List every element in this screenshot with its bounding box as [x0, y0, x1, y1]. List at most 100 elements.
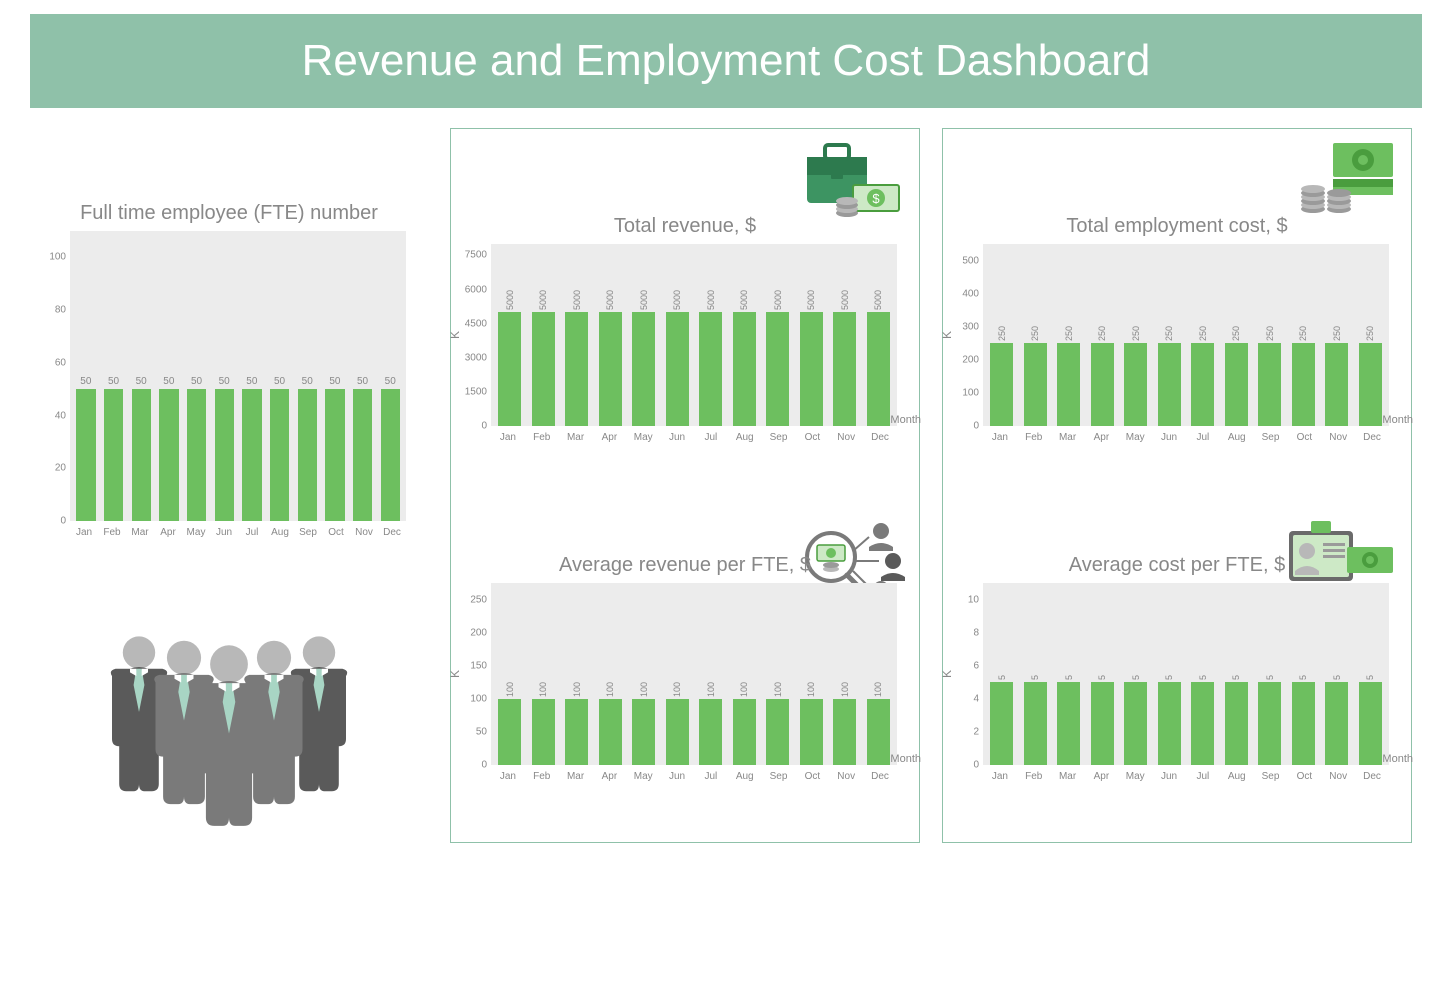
y-tick: 6: [973, 660, 979, 671]
bar-value-label: 5000: [538, 290, 548, 310]
x-tick: Jul: [694, 428, 728, 454]
x-tick: Nov: [1321, 767, 1355, 793]
bar: [187, 389, 206, 521]
x-tick: Jul: [238, 523, 266, 549]
bar-slot: 50: [72, 231, 100, 521]
bar-value-label: 5000: [672, 290, 682, 310]
bar-value-label: 5: [1064, 675, 1074, 680]
bar: [800, 312, 823, 426]
bar-slot: 5: [1287, 583, 1321, 765]
bar-slot: 100: [694, 583, 728, 765]
bar-slot: 100: [728, 583, 762, 765]
x-tick: Nov: [829, 428, 863, 454]
bar-slot: 5: [985, 583, 1019, 765]
bar-slot: 5: [1220, 583, 1254, 765]
bar-slot: 5: [1153, 583, 1187, 765]
bar-value-label: 250: [1332, 326, 1342, 341]
bar: [1091, 682, 1114, 765]
x-tick: Mar: [559, 767, 593, 793]
bar-slot: 50: [238, 231, 266, 521]
x-tick: Mar: [559, 428, 593, 454]
bar-value-label: 5: [1332, 675, 1342, 680]
bar: [1191, 343, 1214, 426]
x-tick: Jan: [491, 767, 525, 793]
x-tick: Aug: [266, 523, 294, 549]
bars-container: 505050505050505050505050: [70, 231, 406, 521]
x-tick: Jan: [983, 428, 1017, 454]
bar: [1225, 682, 1248, 765]
bar-value-label: 50: [219, 376, 230, 387]
bar-value-label: 100: [840, 682, 850, 697]
bar-value-label: 250: [1131, 326, 1141, 341]
revenue-chart: Total revenue, $015003000450060007500K50…: [451, 205, 919, 458]
y-tick: 1500: [465, 386, 487, 397]
bar-value-label: 5000: [706, 290, 716, 310]
y-tick: 80: [55, 305, 66, 316]
x-tick: Sep: [1254, 428, 1288, 454]
bar-slot: 5000: [661, 244, 695, 426]
bars-container: 555555555555: [983, 583, 1389, 765]
y-tick: 250: [470, 594, 487, 605]
bar-value-label: 50: [385, 376, 396, 387]
x-axis: JanFebMarAprMayJunJulAugSepOctNovDec: [491, 428, 897, 454]
bar: [699, 312, 722, 426]
y-tick: 50: [476, 726, 487, 737]
bar-slot: 250: [1253, 244, 1287, 426]
fte-chart: Full time employee (FTE) number020406080…: [30, 192, 428, 553]
avg-cost-chart: Average cost per FTE, $0246810K555555555…: [943, 544, 1411, 797]
bar: [990, 343, 1013, 426]
chart-title: Average cost per FTE, $: [953, 554, 1401, 577]
x-tick: Mar: [1051, 428, 1085, 454]
bar-value-label: 50: [80, 376, 91, 387]
x-tick: Oct: [795, 767, 829, 793]
y-tick: 3000: [465, 352, 487, 363]
bar-value-label: 250: [1265, 326, 1275, 341]
bar-value-label: 5: [1365, 675, 1375, 680]
bar-value-label: 5: [1164, 675, 1174, 680]
y-axis: 020406080100: [40, 231, 68, 521]
bar: [215, 389, 234, 521]
y-axis-label: K: [448, 331, 462, 339]
bar-value-label: 250: [997, 326, 1007, 341]
bar-slot: 100: [560, 583, 594, 765]
y-tick: 100: [962, 387, 979, 398]
x-axis: JanFebMarAprMayJunJulAugSepOctNovDec: [70, 523, 406, 549]
y-axis: 015003000450060007500K: [461, 244, 489, 426]
bar: [766, 312, 789, 426]
bar-value-label: 50: [357, 376, 368, 387]
bar-slot: 5: [1354, 583, 1388, 765]
bar-slot: 5000: [728, 244, 762, 426]
y-axis: 0246810K: [953, 583, 981, 765]
chart-title: Total revenue, $: [461, 215, 909, 238]
bar-slot: 250: [1220, 244, 1254, 426]
x-tick: Jun: [210, 523, 238, 549]
bar-value-label: 100: [572, 682, 582, 697]
bar-value-label: 50: [246, 376, 257, 387]
x-tick: Dec: [863, 428, 897, 454]
bar-value-label: 50: [274, 376, 285, 387]
bar: [733, 312, 756, 426]
bar-slot: 5000: [795, 244, 829, 426]
y-tick: 100: [49, 252, 66, 263]
middle-column: $ Total revenue, $015003000450060007500K…: [450, 128, 920, 843]
y-axis: 0100200300400500K: [953, 244, 981, 426]
bar: [867, 699, 890, 765]
y-tick: 4: [973, 693, 979, 704]
bar-slot: 5: [1253, 583, 1287, 765]
bar: [766, 699, 789, 765]
bar-slot: 50: [266, 231, 294, 521]
x-tick: Apr: [154, 523, 182, 549]
bar-slot: 100: [761, 583, 795, 765]
bar-slot: 100: [828, 583, 862, 765]
bar-slot: 250: [1320, 244, 1354, 426]
bar: [242, 389, 261, 521]
left-column: Full time employee (FTE) number020406080…: [30, 128, 428, 843]
x-tick: Jun: [1152, 767, 1186, 793]
bar-value-label: 250: [1365, 326, 1375, 341]
chart-title: Average revenue per FTE, $: [461, 554, 909, 577]
bar-value-label: 250: [1064, 326, 1074, 341]
x-tick: Apr: [592, 767, 626, 793]
bar: [1292, 682, 1315, 765]
bar-value-label: 100: [505, 682, 515, 697]
y-tick: 7500: [465, 250, 487, 261]
